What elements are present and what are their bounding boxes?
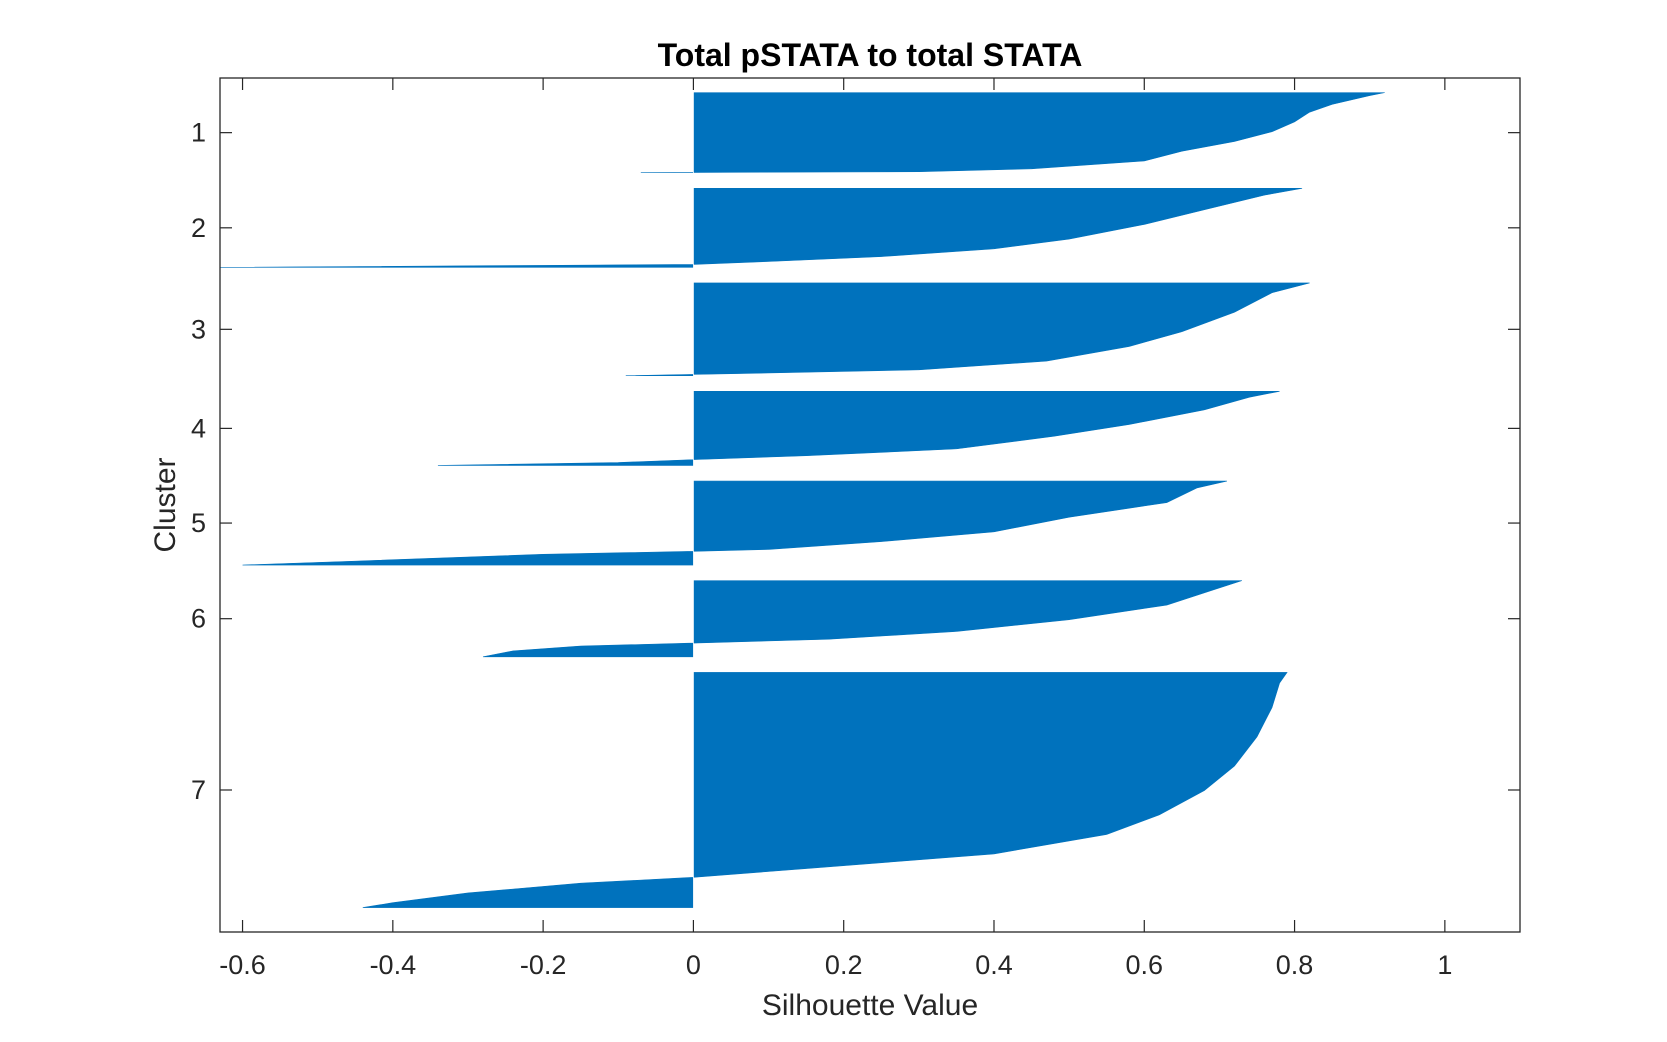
y-tick-label: 4 <box>191 413 206 443</box>
x-axis-label: Silhouette Value <box>762 989 978 1022</box>
silhouette-bar-cluster-2 <box>219 187 1303 268</box>
x-tick-label: 0 <box>686 950 701 980</box>
y-tick-label: 2 <box>191 213 206 243</box>
y-tick-label: 5 <box>191 508 206 538</box>
y-tick-label: 3 <box>191 314 206 344</box>
x-tick-label: 0.4 <box>975 950 1013 980</box>
x-tick-label: -0.2 <box>520 950 567 980</box>
y-axis-label: Cluster <box>149 457 182 552</box>
y-tick-label: 1 <box>191 118 206 148</box>
x-tick-label: -0.6 <box>219 950 266 980</box>
x-tick-label: 0.2 <box>825 950 863 980</box>
x-tick-label: 1 <box>1437 950 1452 980</box>
silhouette-bar-cluster-5 <box>242 480 1228 566</box>
ticks-layer: -0.6 -0.4 -0.2 0 0.2 0.4 0.6 0.8 1 1 2 3 4 5 6 7 <box>191 78 1520 980</box>
silhouette-bar-cluster-7 <box>362 672 1288 908</box>
silhouette-bar-cluster-6 <box>482 580 1243 658</box>
bars-layer <box>219 78 1385 932</box>
silhouette-bar-cluster-3 <box>625 282 1310 376</box>
x-tick-label: 0.6 <box>1126 950 1164 980</box>
y-tick-label: 7 <box>191 775 206 805</box>
silhouette-bar-cluster-1 <box>640 92 1385 173</box>
chart-title: Total pSTATA to total STATA <box>658 37 1083 73</box>
y-tick-label: 6 <box>191 604 206 634</box>
plot-frame <box>219 77 1521 933</box>
x-tick-label: 0.8 <box>1276 950 1314 980</box>
x-tick-label: -0.4 <box>370 950 417 980</box>
